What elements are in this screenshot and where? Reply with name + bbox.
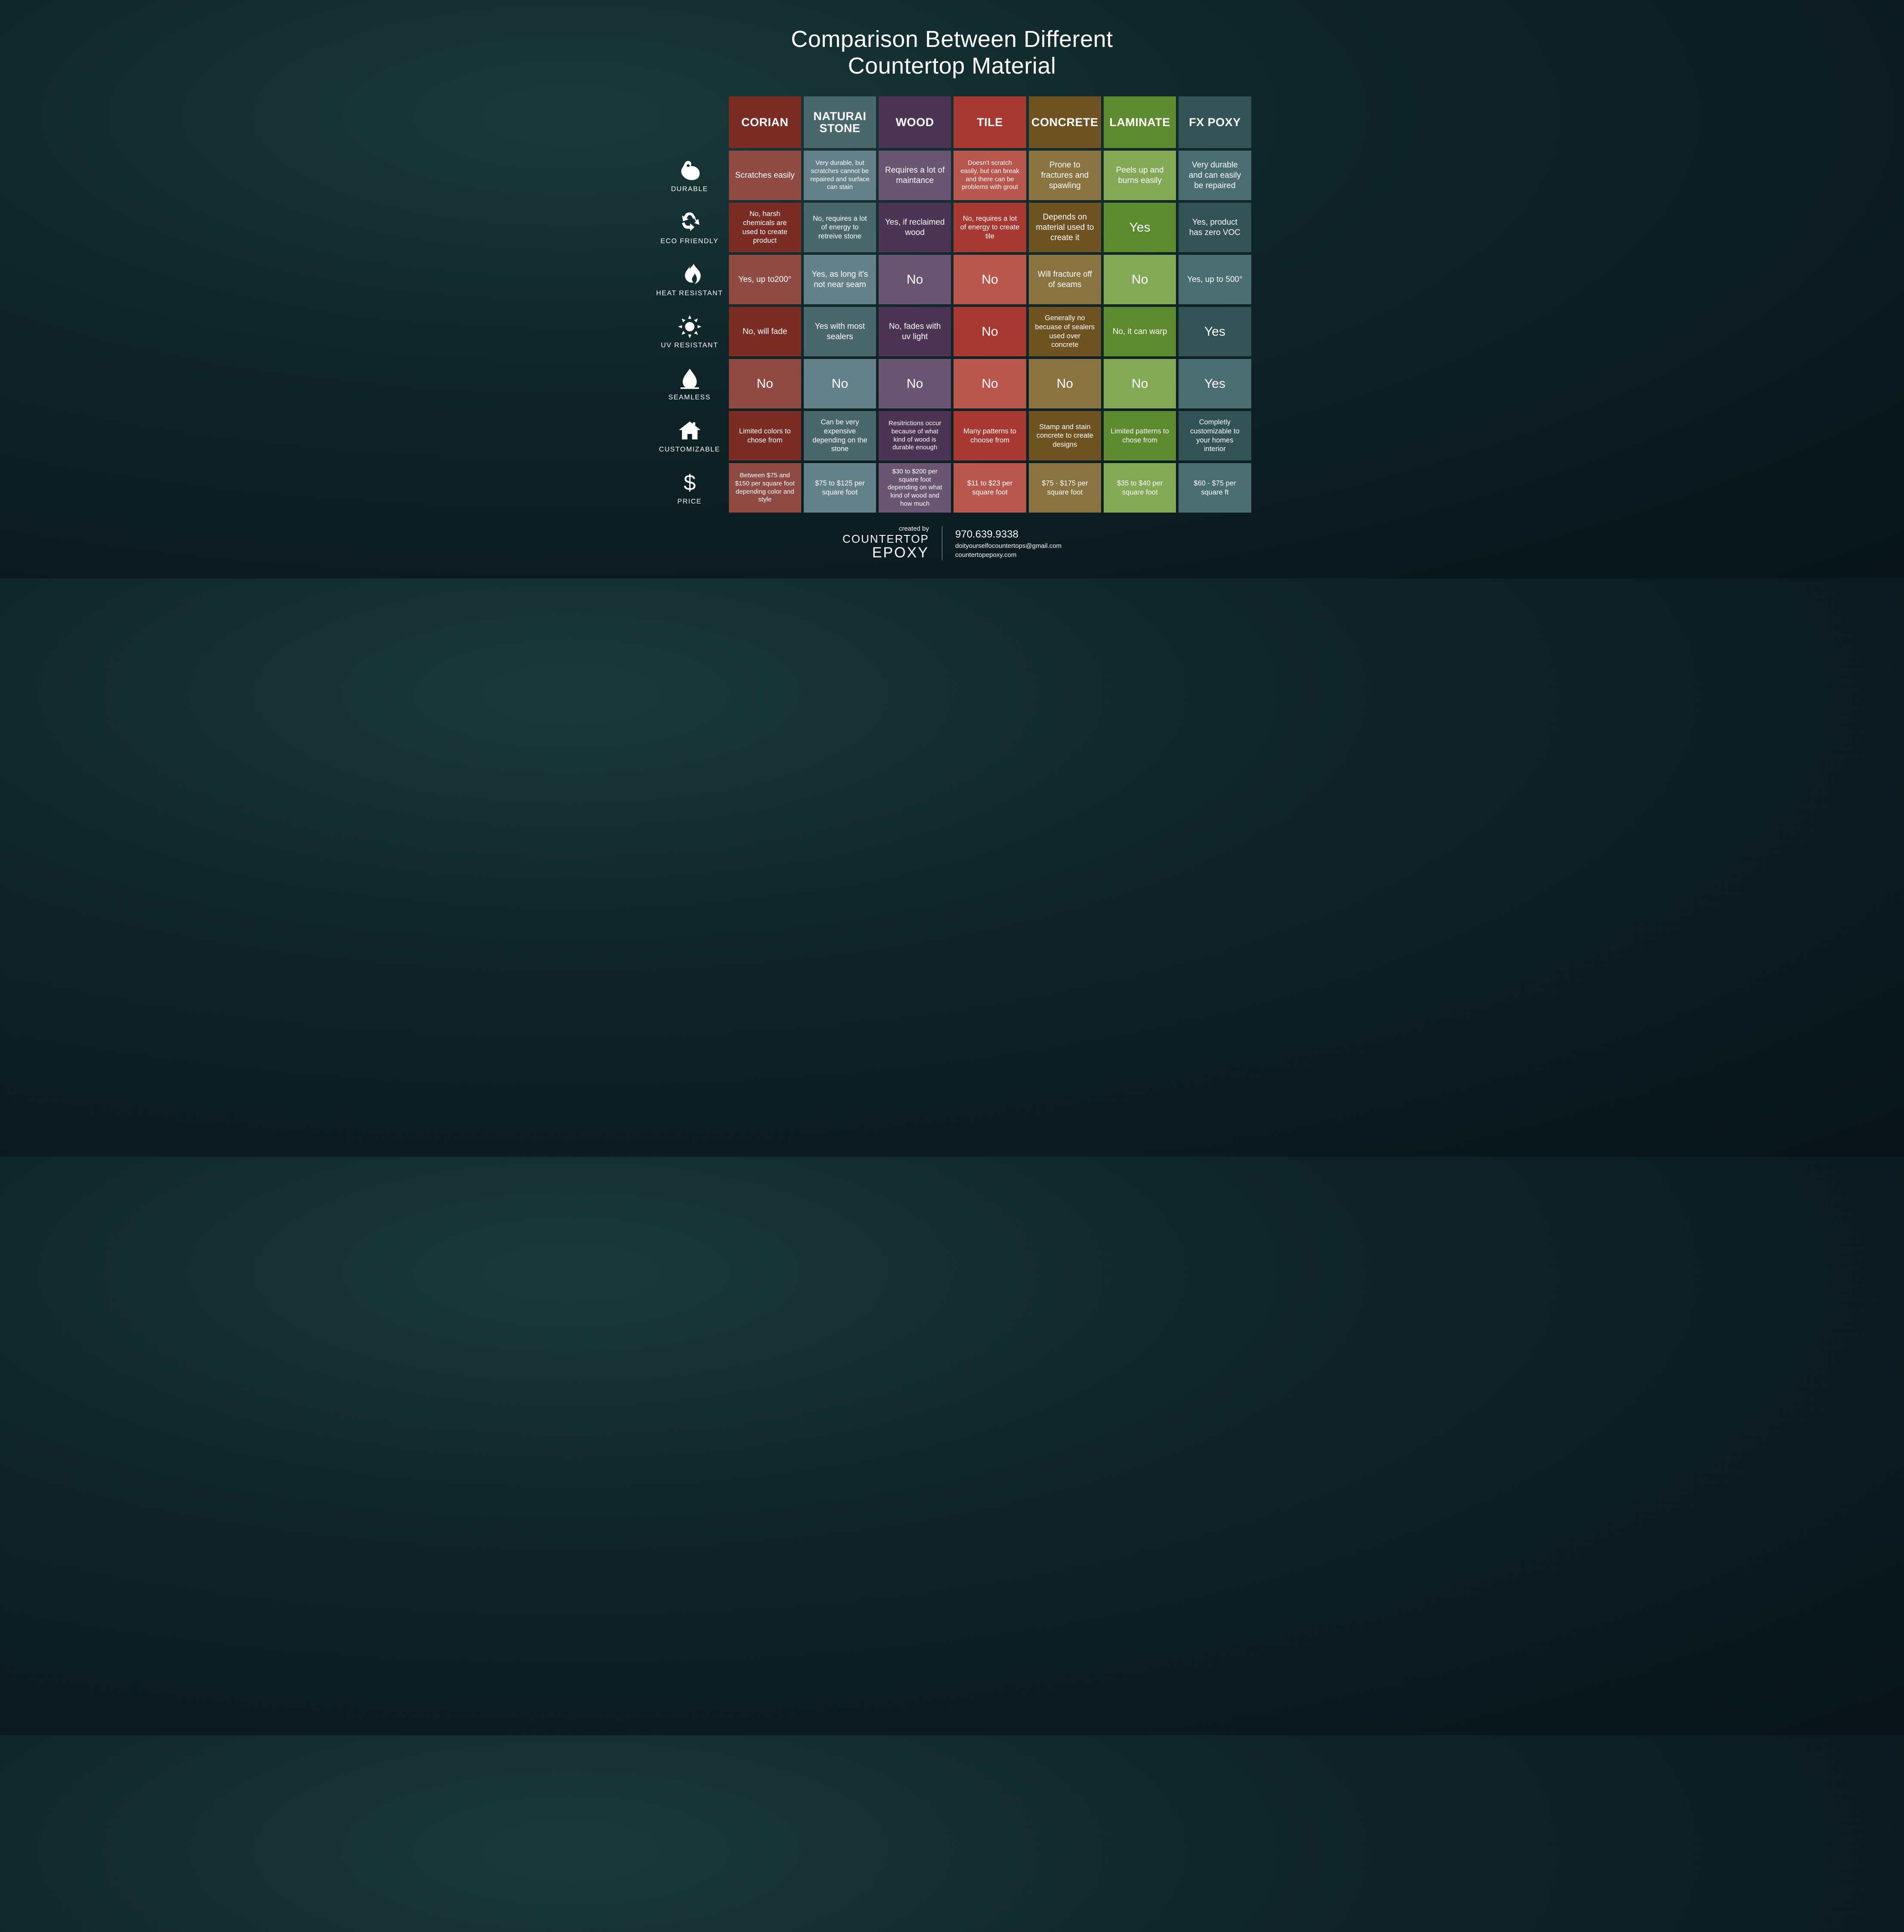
cell-seamless-naturai-stone: No [804, 359, 876, 408]
column-header-naturai-stone: NATURAI STONE [804, 96, 876, 148]
cell-seamless-tile: No [954, 359, 1026, 408]
cell-durable-wood: Requires a lot of maintance [879, 151, 951, 200]
title-line-2: Countertop Material [848, 53, 1056, 79]
cell-eco-tile: No, requires a lot of energy to create t… [954, 203, 1026, 252]
cell-eco-fx-poxy: Yes, product has zero VOC [1179, 203, 1251, 252]
cell-seamless-corian: No [729, 359, 801, 408]
cell-price-corian: Between $75 and $150 per square foot dep… [729, 463, 801, 513]
cell-uv-naturai-stone: Yes with most sealers [804, 307, 876, 356]
cell-customizable-corian: Limited colors to chose from [729, 411, 801, 461]
footer-credit: created by COUNTERTOP EPOXY [842, 526, 929, 561]
cell-heat-naturai-stone: Yes, as long it's not near seam [804, 255, 876, 304]
house-icon [677, 418, 702, 443]
row-label-uv: UV RESISTANT [653, 307, 726, 356]
cell-seamless-concrete: No [1029, 359, 1101, 408]
cell-customizable-wood: Resitrictions occur because of what kind… [879, 411, 951, 461]
cell-price-tile: $11 to $23 per square foot [954, 463, 1026, 513]
drop-icon [677, 366, 702, 391]
recycle-icon [677, 210, 702, 235]
cell-heat-fx-poxy: Yes, up to 500° [1179, 255, 1251, 304]
cell-customizable-laminate: Limited patterns to chose from [1104, 411, 1176, 461]
brand-line-2: EPOXY [842, 545, 929, 561]
svg-text:$: $ [683, 470, 695, 495]
cell-durable-laminate: Peels up and burns easily [1104, 151, 1176, 200]
row-label-heat: HEAT RESISTANT [653, 255, 726, 304]
cell-heat-corian: Yes, up to200° [729, 255, 801, 304]
cell-seamless-laminate: No [1104, 359, 1176, 408]
infographic-page: Comparison Between Different Countertop … [636, 0, 1268, 578]
bicep-icon [677, 158, 702, 183]
cell-customizable-concrete: Stamp and stain concrete to create desig… [1029, 411, 1101, 461]
cell-heat-tile: No [954, 255, 1026, 304]
column-header-wood: WOOD [879, 96, 951, 148]
row-label-price: $ PRICE [653, 463, 726, 513]
page-title: Comparison Between Different Countertop … [653, 26, 1251, 79]
cell-uv-laminate: No, it can warp [1104, 307, 1176, 356]
column-header-concrete: CONCRETE [1029, 96, 1101, 148]
cell-seamless-wood: No [879, 359, 951, 408]
cell-price-fx-poxy: $60 - $75 per square ft [1179, 463, 1251, 513]
row-label-text-price: PRICE [677, 498, 701, 506]
cell-durable-corian: Scratches easily [729, 151, 801, 200]
cell-eco-laminate: Yes [1104, 203, 1176, 252]
cell-heat-laminate: No [1104, 255, 1176, 304]
grid-corner [653, 96, 726, 148]
cell-seamless-fx-poxy: Yes [1179, 359, 1251, 408]
column-header-laminate: LAMINATE [1104, 96, 1176, 148]
row-label-text-customizable: CUSTOMIZABLE [659, 446, 720, 454]
row-label-text-eco: ECO FRIENDLY [660, 238, 719, 245]
cell-customizable-tile: Many patterns to choose from [954, 411, 1026, 461]
column-header-corian: CORIAN [729, 96, 801, 148]
cell-price-laminate: $35 to $40 per square foot [1104, 463, 1176, 513]
cell-durable-concrete: Prone to fractures and spawling [1029, 151, 1101, 200]
flame-icon [677, 262, 702, 287]
row-label-seamless: SEAMLESS [653, 359, 726, 408]
brand-line-1: COUNTERTOP [842, 533, 929, 545]
comparison-grid: CORIANNATURAI STONEWOODTILECONCRETELAMIN… [653, 96, 1251, 513]
cell-uv-wood: No, fades with uv light [879, 307, 951, 356]
row-label-text-uv: UV RESISTANT [661, 342, 718, 349]
dollar-icon: $ [677, 470, 702, 495]
row-label-customizable: CUSTOMIZABLE [653, 411, 726, 461]
created-by-label: created by [842, 526, 929, 533]
title-line-1: Comparison Between Different [791, 26, 1113, 52]
footer-contact: 970.639.9338 doityourselfocountertops@gm… [955, 527, 1062, 560]
website-url: countertopepoxy.com [955, 550, 1062, 560]
row-label-text-durable: DURABLE [671, 185, 708, 193]
cell-durable-naturai-stone: Very durable, but scratches cannot be re… [804, 151, 876, 200]
column-header-tile: TILE [954, 96, 1026, 148]
cell-heat-wood: No [879, 255, 951, 304]
cell-eco-naturai-stone: No, requires a lot of energy to retreive… [804, 203, 876, 252]
email-address: doityourselfocountertops@gmail.com [955, 541, 1062, 550]
phone-number: 970.639.9338 [955, 527, 1062, 542]
sun-icon [677, 314, 702, 339]
cell-uv-concrete: Generally no becuase of sealers used ove… [1029, 307, 1101, 356]
row-label-text-heat: HEAT RESISTANT [656, 290, 723, 297]
cell-eco-concrete: Depends on material used to create it [1029, 203, 1101, 252]
cell-uv-tile: No [954, 307, 1026, 356]
cell-eco-corian: No, harsh chemicals are used to create p… [729, 203, 801, 252]
cell-durable-tile: Doesn't scratch easily, but can break an… [954, 151, 1026, 200]
row-label-eco: ECO FRIENDLY [653, 203, 726, 252]
footer: created by COUNTERTOP EPOXY 970.639.9338… [653, 526, 1251, 561]
cell-durable-fx-poxy: Very durable and can easily be repaired [1179, 151, 1251, 200]
row-label-text-seamless: SEAMLESS [668, 394, 710, 402]
cell-uv-fx-poxy: Yes [1179, 307, 1251, 356]
cell-price-concrete: $75 - $175 per square foot [1029, 463, 1101, 513]
cell-customizable-naturai-stone: Can be very expensive depending on the s… [804, 411, 876, 461]
cell-heat-concrete: Will fracture off of seams [1029, 255, 1101, 304]
cell-price-wood: $30 to $200 per square foot depending on… [879, 463, 951, 513]
row-label-durable: DURABLE [653, 151, 726, 200]
column-header-fx-poxy: FX POXY [1179, 96, 1251, 148]
cell-price-naturai-stone: $75 to $125 per square foot [804, 463, 876, 513]
cell-uv-corian: No, will fade [729, 307, 801, 356]
cell-customizable-fx-poxy: Completly customizable to your homes int… [1179, 411, 1251, 461]
cell-eco-wood: Yes, if reclaimed wood [879, 203, 951, 252]
